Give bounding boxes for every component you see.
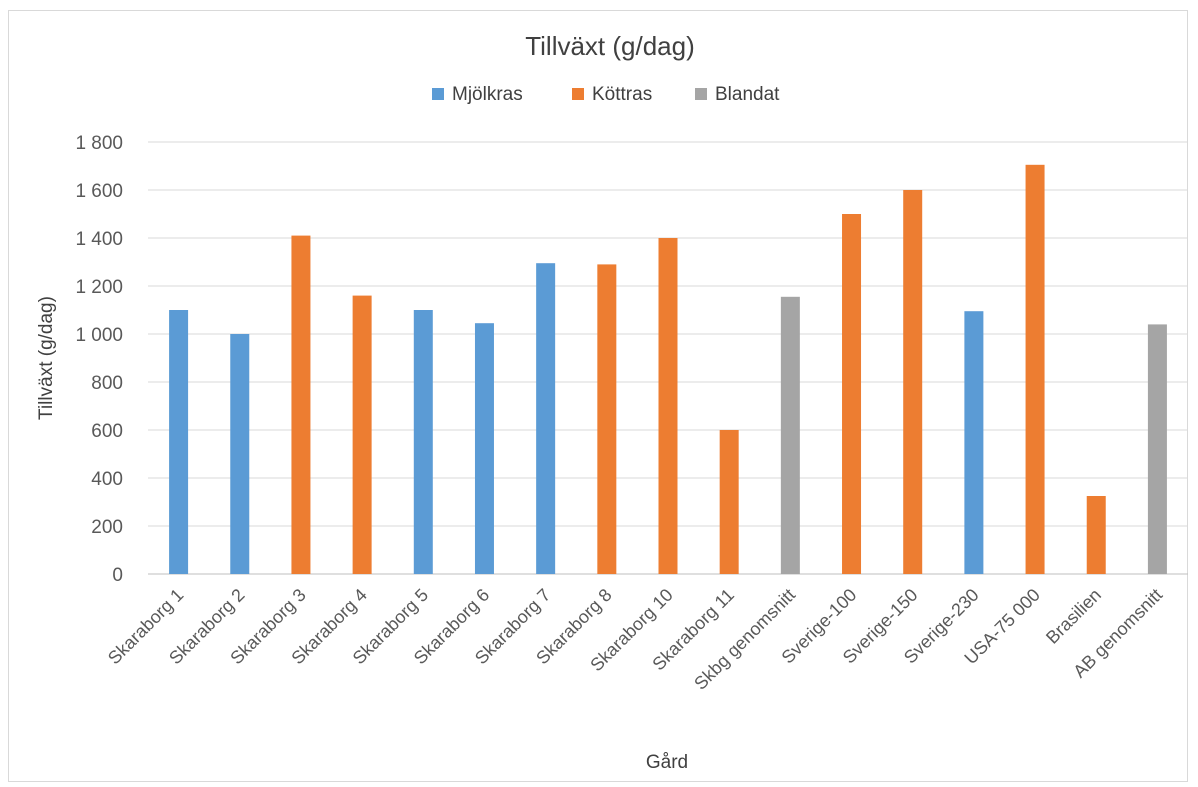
x-tick-label: Brasilien (1042, 585, 1105, 648)
legend-swatch-blandat (695, 88, 707, 100)
bar-usa-75-000 (1025, 164, 1045, 575)
bar-skaraborg-11 (719, 430, 739, 574)
y-axis-title: Tillväxt (g/dag) (36, 296, 57, 420)
bar-sverige-230 (964, 311, 984, 574)
bar-skbg-genomsnitt (780, 296, 800, 574)
y-tick-label: 1 400 (75, 229, 123, 250)
bar-skaraborg-10 (658, 238, 678, 574)
bar-skaraborg-1 (169, 310, 189, 574)
y-tick-label: 1 600 (75, 181, 123, 202)
bar-skaraborg-6 (474, 323, 494, 574)
y-tick-label: 400 (91, 469, 123, 490)
y-tick-label: 1 800 (75, 133, 123, 154)
bar-skaraborg-3 (291, 235, 311, 574)
gridlines (148, 141, 1188, 575)
bars (169, 164, 1167, 575)
y-tick-label: 600 (91, 421, 123, 442)
y-tick-label: 1 200 (75, 277, 123, 298)
bar-brasilien (1086, 496, 1106, 574)
legend-label-blandat: Blandat (715, 84, 780, 105)
legend-label-kottras: Köttras (592, 84, 652, 105)
y-tick-label: 800 (91, 373, 123, 394)
y-tick-label: 1 000 (75, 325, 123, 346)
y-axis-ticks: 0 200 400 600 800 1 000 1 200 1 400 1 600 1 800 (75, 133, 123, 586)
y-tick-label: 200 (91, 517, 123, 538)
legend: Mjölkras Köttras Blandat (432, 84, 780, 105)
bar-skaraborg-2 (230, 334, 250, 574)
bar-skaraborg-8 (597, 264, 617, 574)
legend-swatch-mjolkras (432, 88, 444, 100)
chart-title: Tillväxt (g/dag) (525, 31, 695, 61)
bar-skaraborg-7 (536, 263, 556, 574)
bar-skaraborg-4 (352, 295, 372, 574)
legend-swatch-kottras (572, 88, 584, 100)
y-tick-label: 0 (112, 565, 123, 586)
x-axis-title: Gård (646, 752, 688, 773)
bar-skaraborg-5 (413, 310, 433, 574)
bar-ab-genomsnitt (1147, 324, 1167, 574)
bar-sverige-150 (903, 190, 923, 574)
bar-sverige-100 (842, 214, 862, 574)
legend-label-mjolkras: Mjölkras (452, 84, 523, 105)
